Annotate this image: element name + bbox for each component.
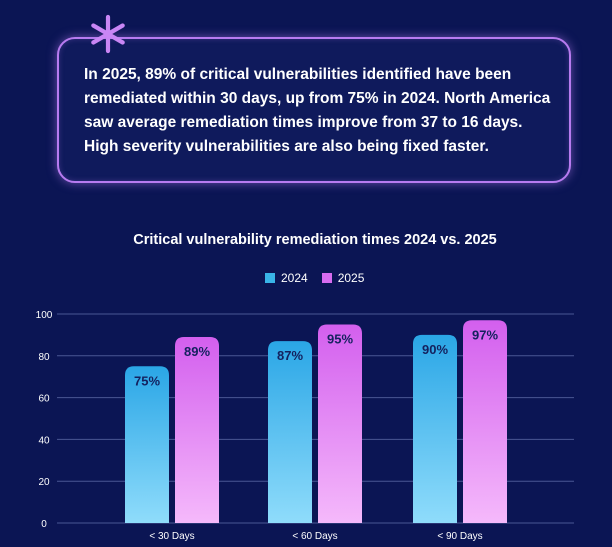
bar-2024-2 xyxy=(268,341,312,523)
asterisk-icon xyxy=(91,14,125,54)
bar-2025-1 xyxy=(175,336,219,523)
data-label-2024-2: 87% xyxy=(277,348,303,363)
bar-2024-1 xyxy=(125,366,169,523)
legend-swatch-2024 xyxy=(265,273,275,283)
bar-2025-3 xyxy=(463,320,507,523)
data-label-2024-1: 75% xyxy=(134,373,160,388)
legend-item-2024: 2024 xyxy=(265,271,308,285)
y-tick-label: 20 xyxy=(38,477,50,488)
x-tick-label: < 90 Days xyxy=(437,531,482,542)
bar-2025-2 xyxy=(318,324,362,523)
data-label-2025-2: 95% xyxy=(327,331,353,346)
x-tick-label: < 30 Days xyxy=(149,531,194,542)
data-label-2024-3: 90% xyxy=(422,342,448,357)
legend-label-2025: 2025 xyxy=(337,271,365,285)
y-tick-label: 80 xyxy=(38,352,50,363)
chart-legend: 2024 2025 xyxy=(265,271,378,285)
data-label-2025-1: 89% xyxy=(184,344,210,359)
summary-callout: In 2025, 89% of critical vulnerabilities… xyxy=(57,37,571,183)
bar-2024-3 xyxy=(413,334,457,523)
y-tick-label: 40 xyxy=(38,435,50,446)
legend-swatch-2025 xyxy=(321,273,332,283)
y-tick-label: 0 xyxy=(41,519,47,530)
legend-item-2025: 2025 xyxy=(321,271,365,285)
x-tick-label: < 60 Days xyxy=(292,531,337,542)
data-label-2025-3: 97% xyxy=(472,327,498,342)
y-tick-label: 60 xyxy=(38,394,50,405)
chart-title: Critical vulnerability remediation times… xyxy=(133,232,497,248)
legend-label-2024: 2024 xyxy=(281,271,308,285)
summary-text: In 2025, 89% of critical vulnerabilities… xyxy=(84,66,551,155)
y-tick-label: 100 xyxy=(36,310,53,321)
